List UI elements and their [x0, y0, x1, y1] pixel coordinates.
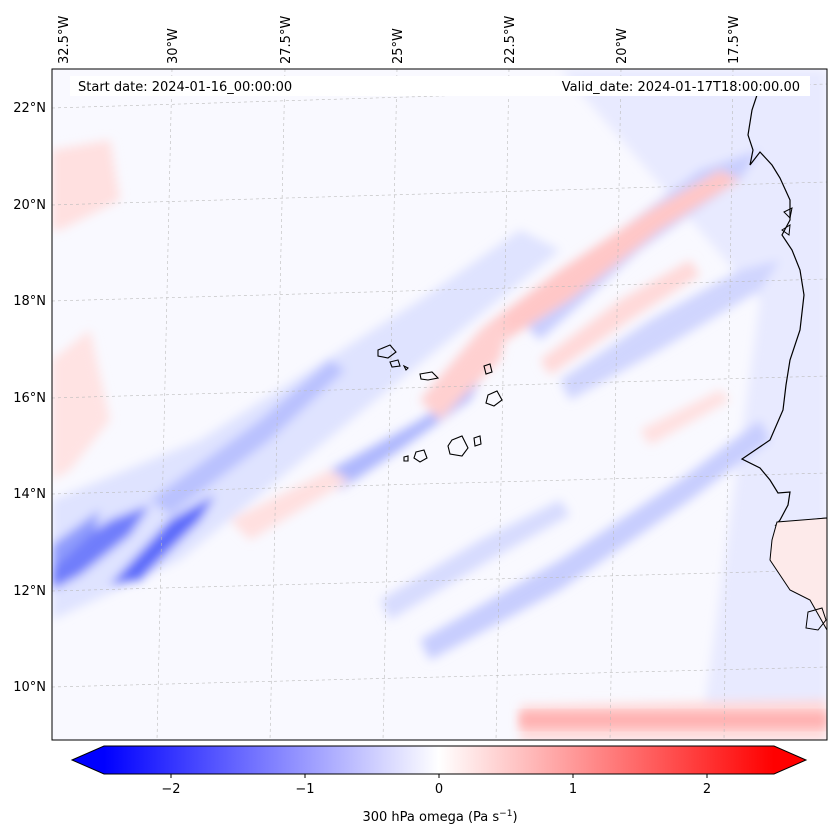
map-frame: [51, 68, 828, 741]
start-date-label: Start date: 2024-01-16_00:00:00: [78, 80, 292, 95]
blue-streak-a: [150, 360, 345, 515]
guinea-bissau-coast: [769, 517, 827, 632]
descent-west: [52, 330, 110, 480]
lat-label: 10°N: [13, 680, 46, 695]
colorbar: −2 −1 0 1 2 300 hPa omega (Pa s−1): [70, 745, 808, 825]
descent-streak-1: [480, 170, 740, 350]
lon-label: 32.5°W: [57, 16, 72, 64]
colorbar-tick-label: 0: [435, 782, 443, 797]
lat-label: 12°N: [13, 584, 46, 599]
lon-label: 27.5°W: [279, 16, 294, 64]
descent-streak-3: [420, 320, 510, 420]
latitude-labels: 22°N 20°N 18°N 16°N 14°N 12°N 10°N: [13, 101, 46, 695]
blue-streak-c: [420, 420, 770, 660]
colorbar-tick-label: 1: [569, 782, 577, 797]
colorbar-label-prefix: 300 hPa omega (Pa s: [362, 810, 499, 825]
lat-label: 14°N: [13, 487, 46, 502]
strong-descent-south: [520, 712, 827, 728]
lat-label: 16°N: [13, 391, 46, 406]
coastal-islets: [781, 207, 793, 236]
descent-nw: [52, 140, 120, 230]
colorbar-body: [104, 746, 774, 774]
colorbar-tick-label: −1: [295, 782, 314, 797]
colorbar-tick-label: 2: [703, 782, 711, 797]
colorbar-tick-label: −2: [161, 782, 180, 797]
lat-label: 18°N: [13, 294, 46, 309]
lon-label: 17.5°W: [727, 16, 742, 64]
descent-streak-5: [640, 390, 730, 445]
colorbar-extend-min: [72, 746, 104, 774]
omega-bands: [52, 69, 827, 740]
graticule: [52, 69, 827, 740]
coastline: [740, 94, 827, 526]
blue-streak-f: [380, 500, 570, 620]
map-panel: Start date: 2024-01-16_00:00:00 Valid_da…: [13, 16, 828, 741]
lat-label: 20°N: [13, 198, 46, 213]
lon-label: 30°W: [166, 28, 181, 64]
colorbar-ticks: −2 −1 0 1 2: [161, 774, 711, 797]
descent-streak-2: [540, 260, 700, 375]
strong-ascent-1: [52, 505, 150, 590]
colorbar-extend-max: [774, 746, 806, 774]
colorbar-label-exponent: −1: [499, 809, 512, 819]
lon-label: 22.5°W: [503, 16, 518, 64]
bijagos-islands: [805, 607, 827, 631]
descent-streak-4: [230, 470, 350, 540]
omega-field: [52, 69, 827, 740]
valid-date-label: Valid_date: 2024-01-17T18:00:00.00: [562, 80, 800, 95]
colorbar-outline: [70, 745, 808, 775]
blue-streak-e: [560, 260, 780, 400]
strong-ascent-2: [110, 495, 215, 585]
strong-ascent-3: [52, 510, 100, 570]
colorbar-label: 300 hPa omega (Pa s−1): [362, 809, 517, 825]
longitude-labels: 32.5°W 30°W 27.5°W 25°W 22.5°W 20°W 17.5…: [57, 16, 742, 64]
colorbar-label-suffix: ): [512, 810, 517, 825]
east-blue-region: [560, 69, 827, 740]
lat-label: 22°N: [13, 101, 46, 116]
header-box: [70, 76, 810, 96]
cape-verde-islands: [377, 344, 503, 463]
lon-label: 20°W: [615, 28, 630, 64]
lon-label: 25°W: [391, 28, 406, 64]
